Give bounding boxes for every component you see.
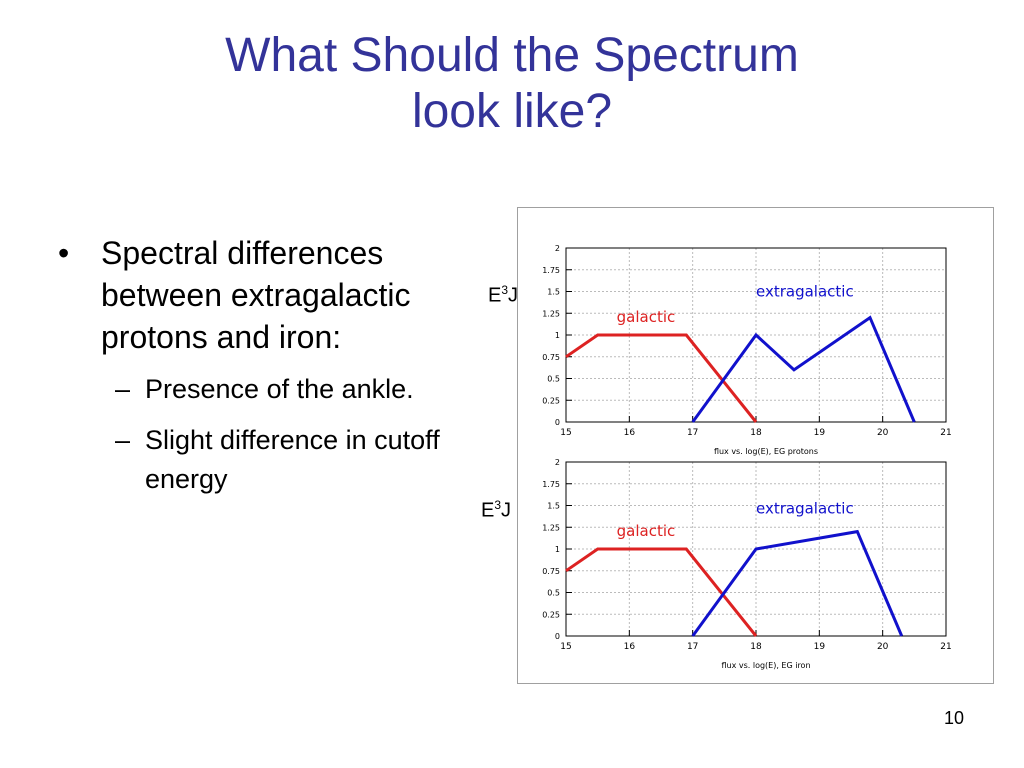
series-line-extragalactic <box>691 315 916 423</box>
bullet-text: Spectral differences between extragalact… <box>101 235 411 355</box>
bullet-dot-icon: • <box>58 235 70 271</box>
top-chart-y-axis-label: E3J <box>488 283 518 308</box>
x-axis-label: flux vs. log(E), EG iron <box>721 661 810 670</box>
figure-frame: 15 16 17 18 19 20 21 0 0.25 0.5 0.75 1 1.25 1.5 1.75 2 f… <box>517 207 994 684</box>
x-tick-label: 18 <box>750 642 762 652</box>
sub-bullet-text: Presence of the ankle. <box>145 374 414 404</box>
x-tick-label: 21 <box>940 428 951 438</box>
x-tick-label: 19 <box>814 428 826 438</box>
x-tick-label: 21 <box>940 642 951 652</box>
y-tick-label: 0.5 <box>547 375 560 384</box>
x-tick-label: 17 <box>687 642 698 652</box>
y-tick-label: 2 <box>555 458 560 467</box>
sub-bullet-list: – Presence of the ankle. – Slight differ… <box>58 370 468 499</box>
series-line-galactic <box>565 333 758 423</box>
x-tick-label: 15 <box>560 428 571 438</box>
y-tick-label: 0.5 <box>547 589 560 598</box>
y-tick-label: 0 <box>555 632 560 641</box>
ylabel-exponent: 3 <box>494 498 502 512</box>
slide-title-line-2: look like? <box>411 85 613 138</box>
annotation-extragalactic: extragalactic <box>756 499 854 517</box>
ylabel-exponent: 3 <box>501 283 509 297</box>
ylabel-base: E <box>488 284 502 307</box>
x-tick-label: 17 <box>687 428 698 438</box>
x-axis-label: flux vs. log(E), EG protons <box>714 447 818 456</box>
x-tick-label: 19 <box>814 642 826 652</box>
y-tick-label: 1.75 <box>542 480 560 489</box>
ylabel-base: E <box>481 499 495 522</box>
slide-title: What Should the Spectrum look like? <box>100 28 924 140</box>
bullet-item: • Spectral differences between extragala… <box>58 232 468 358</box>
y-tick-label: 1.75 <box>542 266 560 275</box>
y-tick-label: 0.75 <box>542 353 560 362</box>
y-tick-label: 0 <box>555 418 560 427</box>
dash-icon: – <box>115 374 131 404</box>
ylabel-suffix: J <box>501 499 512 522</box>
x-tick-label: 20 <box>877 428 889 438</box>
x-tick-label: 16 <box>624 642 636 652</box>
y-tick-label: 0.75 <box>542 567 560 576</box>
y-tick-label: 1.25 <box>542 523 560 532</box>
y-tick-label: 1.5 <box>547 288 560 297</box>
ylabel-suffix: J <box>508 284 519 307</box>
y-tick-label: 2 <box>555 244 560 253</box>
annotation-extragalactic: extragalactic <box>756 283 854 301</box>
page-number: 10 <box>943 708 964 728</box>
x-tick-label: 20 <box>877 642 889 652</box>
y-tick-label: 1 <box>555 331 560 340</box>
series-line-galactic <box>565 547 758 637</box>
spectrum-charts: 15 16 17 18 19 20 2100.250.50.7511.251.51.752f… <box>542 244 952 670</box>
y-tick-label: 1 <box>555 545 560 554</box>
x-tick-label: 18 <box>750 428 762 438</box>
y-tick-label: 1.25 <box>542 309 560 318</box>
sub-bullet-item: – Slight difference in cutoff energy <box>115 421 445 499</box>
annotation-galactic: galactic <box>617 522 676 540</box>
slide-title-line-1: What Should the Spectrum <box>225 29 799 82</box>
sub-bullet-text: Slight difference in cutoff energy <box>145 425 440 494</box>
x-tick-label: 15 <box>560 642 571 652</box>
bottom-chart-y-axis-label: E3J <box>481 498 511 523</box>
x-tick-label: 16 <box>624 428 636 438</box>
y-tick-label: 1.5 <box>547 502 560 511</box>
series-line-extragalactic <box>691 529 904 637</box>
sub-bullet-item: – Presence of the ankle. <box>115 370 445 409</box>
annotation-galactic: galactic <box>617 308 676 326</box>
bullet-list: • Spectral differences between extragala… <box>58 232 468 511</box>
y-tick-label: 0.25 <box>542 396 560 405</box>
dash-icon: – <box>115 425 131 455</box>
y-tick-label: 0.25 <box>542 610 560 619</box>
